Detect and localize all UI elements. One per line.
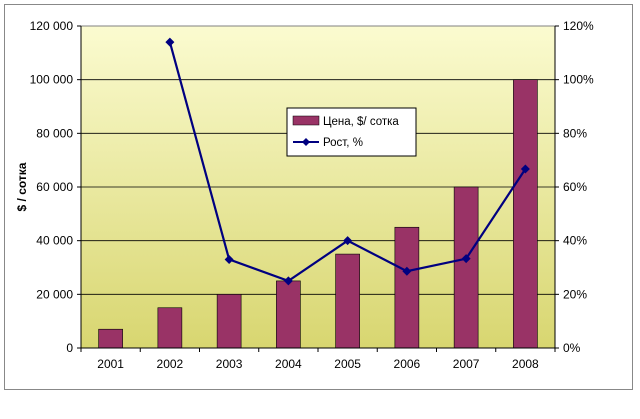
bar bbox=[157, 307, 183, 349]
x-axis-ticks: 2001 2002 2003 2004 2005 2006 2007 2008 bbox=[80, 348, 556, 371]
x-tick-label: 2006 bbox=[394, 357, 421, 371]
legend: Цена, $/ сотка Рост, % bbox=[286, 107, 417, 157]
left-tick-label: 60 000 bbox=[36, 180, 73, 194]
bar-series bbox=[98, 79, 538, 349]
x-tick-label: 2007 bbox=[453, 357, 480, 371]
left-tick-label: 40 000 bbox=[36, 234, 73, 248]
bar bbox=[216, 294, 242, 349]
right-axis-ticks: 0% 20% 40% 60% 80% 100% 120% bbox=[555, 19, 594, 355]
chart-container: 0 20 000 40 000 60 000 80 000 100 000 120 000 … bbox=[4, 4, 633, 390]
right-tick-label: 20% bbox=[563, 287, 587, 301]
right-tick-label: 40% bbox=[563, 234, 587, 248]
bar bbox=[513, 79, 538, 349]
left-axis-ticks: 0 20 000 40 000 60 000 80 000 100 000 120 000 bbox=[30, 19, 81, 355]
bar bbox=[335, 253, 360, 349]
x-tick-label: 2008 bbox=[512, 357, 539, 371]
bar bbox=[98, 328, 123, 349]
x-tick-label: 2001 bbox=[97, 357, 124, 371]
right-tick-label: 120% bbox=[563, 19, 594, 33]
bar bbox=[453, 186, 479, 349]
x-tick-label: 2005 bbox=[334, 357, 361, 371]
line-marker bbox=[165, 37, 175, 47]
left-tick-label: 0 bbox=[66, 341, 73, 355]
left-tick-label: 80 000 bbox=[36, 126, 73, 140]
line-marker bbox=[283, 276, 293, 286]
line-marker bbox=[520, 164, 530, 174]
right-tick-label: 100% bbox=[563, 73, 594, 87]
line-marker bbox=[343, 236, 353, 246]
y-axis-label: $ / сотка bbox=[15, 162, 29, 211]
legend-line-marker bbox=[302, 138, 310, 146]
x-tick-label: 2004 bbox=[275, 357, 302, 371]
right-tick-label: 60% bbox=[563, 180, 587, 194]
bar bbox=[394, 226, 420, 349]
legend-line-label: Рост, % bbox=[323, 137, 363, 149]
x-tick-label: 2003 bbox=[216, 357, 243, 371]
right-tick-label: 0% bbox=[563, 341, 581, 355]
x-tick-label: 2002 bbox=[157, 357, 184, 371]
left-tick-label: 100 000 bbox=[30, 73, 74, 87]
left-tick-label: 120 000 bbox=[30, 19, 74, 33]
left-tick-label: 20 000 bbox=[36, 287, 73, 301]
legend-bar-swatch bbox=[292, 115, 320, 126]
line-marker bbox=[402, 266, 412, 276]
line-marker bbox=[224, 254, 234, 264]
legend-bar-label: Цена, $/ сотка bbox=[323, 116, 399, 128]
right-tick-label: 80% bbox=[563, 126, 587, 140]
gridlines bbox=[81, 79, 555, 295]
bar bbox=[276, 280, 301, 349]
